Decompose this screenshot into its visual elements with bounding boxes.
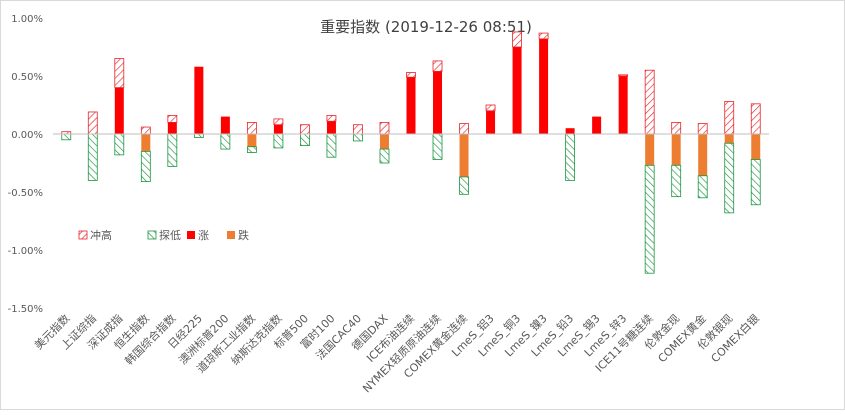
- bar-segment: [512, 47, 522, 134]
- bar-segment: [61, 133, 72, 141]
- legend-label: 跌: [238, 228, 249, 242]
- bar-segment: [406, 72, 416, 78]
- bar-segment: [300, 133, 310, 147]
- bar-segment: [114, 58, 125, 88]
- bar-segment: [565, 133, 576, 181]
- y-tick-label: -1.50%: [8, 304, 43, 315]
- bar-segment: [697, 175, 708, 199]
- bar-segment: [618, 76, 628, 134]
- bar-segment: [114, 87, 124, 134]
- y-tick-label: -0.50%: [8, 188, 43, 199]
- bar-segment: [273, 124, 283, 134]
- bar-segment: [459, 176, 469, 195]
- bar-segment: [644, 164, 655, 274]
- legend: 冲高 探低 涨 跌: [78, 228, 249, 242]
- bar-segment: [645, 134, 655, 166]
- bar-segment: [538, 32, 549, 40]
- bar-segment: [644, 69, 655, 135]
- bar-segment: [273, 133, 284, 149]
- bar-segment: [671, 122, 682, 135]
- bar-segment: [697, 123, 708, 135]
- bar-segment: [326, 121, 336, 134]
- y-tick-label: 1.00%: [11, 14, 43, 25]
- legend-swatch: [78, 230, 88, 240]
- bar-segment: [326, 133, 337, 158]
- bar-segment: [353, 133, 363, 142]
- bar-segment: [140, 150, 151, 182]
- bar-segment: [671, 164, 682, 198]
- bar-segment: [724, 142, 735, 214]
- legend-swatch: [187, 231, 195, 239]
- bar-segment: [326, 115, 337, 122]
- bar-segment: [618, 74, 629, 77]
- bar-segment: [300, 124, 310, 135]
- bar-segment: [486, 110, 496, 134]
- bar-segment: [246, 146, 257, 153]
- y-tick-label: -1.00%: [8, 246, 43, 257]
- legend-label: 探低: [159, 229, 181, 242]
- bar-segment: [750, 159, 761, 206]
- bars: [61, 31, 761, 274]
- bar-segment: [167, 115, 178, 123]
- bar-segment: [379, 122, 390, 135]
- y-tick-label: 0.00%: [11, 130, 43, 141]
- bar-segment: [353, 124, 363, 135]
- bar-segment: [193, 133, 204, 138]
- bar-segment: [698, 134, 708, 176]
- bar-segment: [194, 66, 204, 134]
- bar-segment: [220, 133, 231, 150]
- bar-segment: [114, 133, 125, 156]
- bar-segment: [433, 71, 443, 134]
- chart-title: 重要指数 (2019-12-26 08:51): [320, 18, 532, 36]
- bar-segment: [379, 148, 390, 164]
- bar-segment: [485, 104, 496, 112]
- bar-segment: [87, 111, 98, 135]
- bar-segment: [273, 118, 284, 126]
- legend-swatch: [227, 231, 235, 239]
- bar-segment: [379, 134, 389, 150]
- bar-segment: [592, 116, 602, 134]
- bar-segment: [750, 103, 761, 135]
- bar-segment: [87, 133, 98, 181]
- bar-segment: [724, 101, 735, 135]
- bar-segment: [220, 116, 230, 134]
- bar-segment: [459, 134, 469, 177]
- bar-segment: [512, 31, 522, 48]
- bar-segment: [459, 123, 469, 135]
- bar-segment: [167, 122, 177, 134]
- bar-segment: [565, 128, 575, 134]
- y-tick-label: 0.50%: [11, 72, 43, 83]
- legend-label: 冲高: [90, 228, 112, 242]
- bar-segment: [140, 126, 151, 135]
- legend-label: 涨: [198, 229, 209, 242]
- bar-segment: [432, 133, 443, 160]
- bar-segment: [141, 134, 151, 152]
- bar-segment: [539, 38, 549, 134]
- bar-segment: [671, 134, 681, 166]
- x-axis-labels: 美元指数上证综指深证成指恒生指数韩国综合指数日经225澳洲标普200道琼斯工业指…: [31, 311, 761, 395]
- bar-segment: [246, 122, 257, 135]
- legend-swatch: [147, 230, 157, 240]
- bar-segment: [167, 133, 178, 167]
- bar-segment: [724, 134, 734, 144]
- bar-segment: [751, 134, 761, 160]
- y-axis: -1.50% -1.00% -0.50% 0.00% 0.50% 1.00%: [8, 14, 43, 315]
- bar-segment: [247, 134, 257, 147]
- bar-segment: [406, 77, 416, 134]
- bar-segment: [432, 60, 443, 72]
